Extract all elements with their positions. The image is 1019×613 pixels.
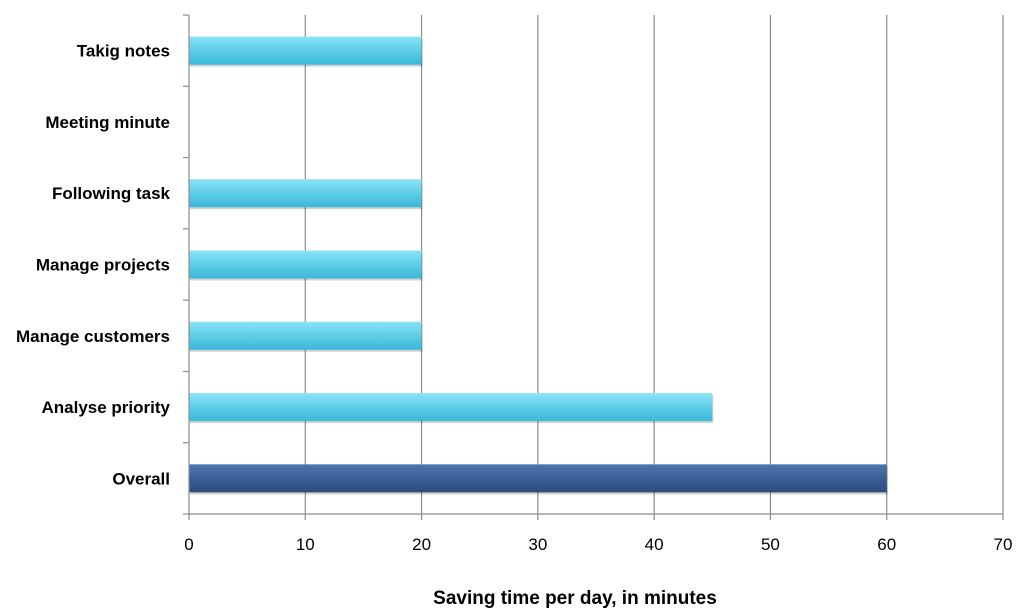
bar bbox=[189, 36, 422, 65]
gridlines bbox=[304, 15, 1004, 514]
bars bbox=[189, 36, 888, 495]
axes bbox=[183, 14, 1004, 520]
category-label: Following task bbox=[52, 184, 171, 203]
category-label: Analyse priority bbox=[42, 398, 171, 417]
category-label: Meeting minute bbox=[45, 113, 170, 132]
bar bbox=[189, 464, 887, 493]
x-tick-label: 70 bbox=[994, 535, 1013, 554]
bar bbox=[189, 179, 422, 208]
x-tick-label: 10 bbox=[296, 535, 315, 554]
bar bbox=[189, 321, 422, 350]
x-tick-label: 50 bbox=[761, 535, 780, 554]
category-label: Takig notes bbox=[77, 42, 170, 61]
labels: 0 10 20 30 40 50 60 70 Takig notes Meeting minute… bbox=[16, 42, 1012, 554]
x-tick-label: 30 bbox=[528, 535, 547, 554]
x-tick-label: 60 bbox=[877, 535, 896, 554]
x-axis-title: Saving time per day, in minutes bbox=[433, 588, 717, 609]
bar bbox=[189, 393, 713, 422]
x-tick-label: 40 bbox=[645, 535, 664, 554]
category-label: Manage projects bbox=[36, 256, 170, 275]
category-label: Overall bbox=[112, 469, 170, 488]
x-tick-label: 0 bbox=[184, 535, 193, 554]
bar bbox=[189, 250, 422, 279]
x-tick-label: 20 bbox=[412, 535, 431, 554]
category-label: Manage customers bbox=[16, 327, 170, 346]
